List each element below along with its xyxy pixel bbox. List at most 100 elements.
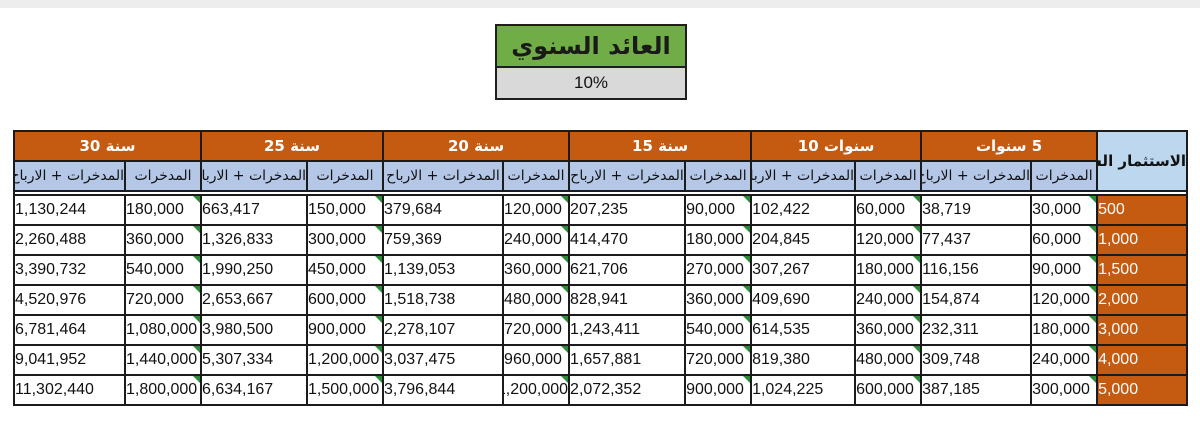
total-cell: 4,520,976 [12, 284, 127, 316]
total-cell: 204,845 [750, 224, 857, 256]
savings-header: المدخرات [124, 160, 203, 192]
savings-cell: 720,000 [502, 314, 571, 346]
savings-cell: 240,000 [502, 224, 571, 256]
table-row: 1,500 90,000 116,156 180,000 307,267 270,000 6… [12, 254, 1189, 286]
table-row: 4,000 240,000 309,748 480,000 819,380 720,000… [12, 344, 1189, 376]
total-cell: 232,311 [920, 314, 1033, 346]
annual-return-title: العائد السنوي [497, 26, 685, 68]
savings-cell: 450,000 [306, 254, 385, 286]
savings-cell: 360,000 [684, 284, 753, 316]
period-header: سنوات 10 [750, 130, 923, 162]
total-cell: 1,518,738 [382, 284, 505, 316]
table-row: 500 30,000 38,719 60,000 102,422 90,000 207,23… [12, 194, 1189, 226]
savings-cell: 150,000 [306, 194, 385, 226]
savings-cell: 360,000 [502, 254, 571, 286]
savings-cell: 360,000 [854, 314, 923, 346]
total-cell: 414,470 [568, 224, 687, 256]
gap-row [12, 190, 1189, 196]
savings-cell: 300,000 [306, 224, 385, 256]
savings-cell: 900,000 [684, 374, 753, 406]
total-cell: 3,390,732 [12, 254, 127, 286]
total-cell: 154,874 [920, 284, 1033, 316]
savings-cell: 30,000 [1030, 194, 1099, 226]
savings-cell: 600,000 [306, 284, 385, 316]
savings-cell: 480,000 [854, 344, 923, 376]
total-header: المدخرات + الارباح [382, 160, 505, 192]
period-header: سنة 30 [12, 130, 203, 162]
total-cell: 6,634,167 [200, 374, 309, 406]
total-cell: 6,781,464 [12, 314, 127, 346]
monthly-amount-cell: 1,500 [1096, 254, 1189, 286]
total-cell: 819,380 [750, 344, 857, 376]
total-cell: 102,422 [750, 194, 857, 226]
period-header: سنة 25 [200, 130, 385, 162]
total-cell: 77,437 [920, 224, 1033, 256]
total-cell: 11,302,440 [12, 374, 127, 406]
savings-header: المدخرات [684, 160, 753, 192]
total-cell: 1,130,244 [12, 194, 127, 226]
monthly-amount-cell: 5,000 [1096, 374, 1189, 406]
savings-cell: 1,440,000 [124, 344, 203, 376]
gap-cell [12, 190, 1189, 196]
savings-cell: 120,000 [1030, 284, 1099, 316]
total-cell: 1,243,411 [568, 314, 687, 346]
savings-cell: 180,000 [1030, 314, 1099, 346]
savings-cell: 1,200,000 [502, 374, 571, 406]
total-cell: 621,706 [568, 254, 687, 286]
total-cell: 38,719 [920, 194, 1033, 226]
savings-cell: 1,500,000 [306, 374, 385, 406]
savings-cell: 720,000 [684, 344, 753, 376]
savings-header: المدخرات [306, 160, 385, 192]
total-cell: 3,037,475 [382, 344, 505, 376]
savings-cell: 240,000 [854, 284, 923, 316]
savings-header: المدخرات [1030, 160, 1099, 192]
savings-cell: 900,000 [306, 314, 385, 346]
savings-cell: 240,000 [1030, 344, 1099, 376]
table-row: 3,000 180,000 232,311 360,000 614,535 540,000… [12, 314, 1189, 346]
table-row: 5,000 300,000 387,185 600,000 1,024,225 900,0… [12, 374, 1189, 406]
total-cell: 5,307,334 [200, 344, 309, 376]
total-cell: 116,156 [920, 254, 1033, 286]
total-cell: 1,139,053 [382, 254, 505, 286]
monthly-amount-cell: 500 [1096, 194, 1189, 226]
total-cell: 2,072,352 [568, 374, 687, 406]
total-cell: 9,041,952 [12, 344, 127, 376]
savings-cell: 600,000 [854, 374, 923, 406]
monthly-investment-header: الاستثمار الشهري [1096, 130, 1189, 192]
total-cell: 1,657,881 [568, 344, 687, 376]
savings-cell: 1,080,000 [124, 314, 203, 346]
top-strip [0, 0, 1200, 8]
monthly-amount-cell: 2,000 [1096, 284, 1189, 316]
investment-table: الاستثمار الشهري 5 سنوات سنوات 10 سنة 15… [12, 130, 1189, 406]
total-cell: 307,267 [750, 254, 857, 286]
period-header: 5 سنوات [920, 130, 1099, 162]
savings-cell: 1,200,000 [306, 344, 385, 376]
savings-header: المدخرات [854, 160, 923, 192]
savings-cell: 300,000 [1030, 374, 1099, 406]
total-cell: 409,690 [750, 284, 857, 316]
savings-cell: 120,000 [502, 194, 571, 226]
annual-return-box: العائد السنوي 10% [495, 24, 687, 100]
table-row: 2,000 120,000 154,874 240,000 409,690 360,000… [12, 284, 1189, 316]
total-cell: 379,684 [382, 194, 505, 226]
savings-cell: 480,000 [502, 284, 571, 316]
total-cell: 387,185 [920, 374, 1033, 406]
total-header: المدخرات + الارباح [12, 160, 127, 192]
annual-return-value: 10% [497, 68, 685, 98]
sub-header-row: المدخرات المدخرات + الارباح المدخرات الم… [12, 160, 1187, 192]
total-cell: 1,024,225 [750, 374, 857, 406]
total-header: المدخرات + الارباح [920, 160, 1033, 192]
total-cell: 828,941 [568, 284, 687, 316]
savings-cell: 60,000 [854, 194, 923, 226]
savings-cell: 90,000 [684, 194, 753, 226]
savings-cell: 1,800,000 [124, 374, 203, 406]
period-header: سنة 20 [382, 130, 571, 162]
monthly-amount-cell: 4,000 [1096, 344, 1189, 376]
total-cell: 1,990,250 [200, 254, 309, 286]
total-cell: 309,748 [920, 344, 1033, 376]
savings-cell: 120,000 [854, 224, 923, 256]
savings-cell: 960,000 [502, 344, 571, 376]
total-header: المدخرات + الارباح [200, 160, 309, 192]
savings-cell: 180,000 [684, 224, 753, 256]
total-cell: 207,235 [568, 194, 687, 226]
